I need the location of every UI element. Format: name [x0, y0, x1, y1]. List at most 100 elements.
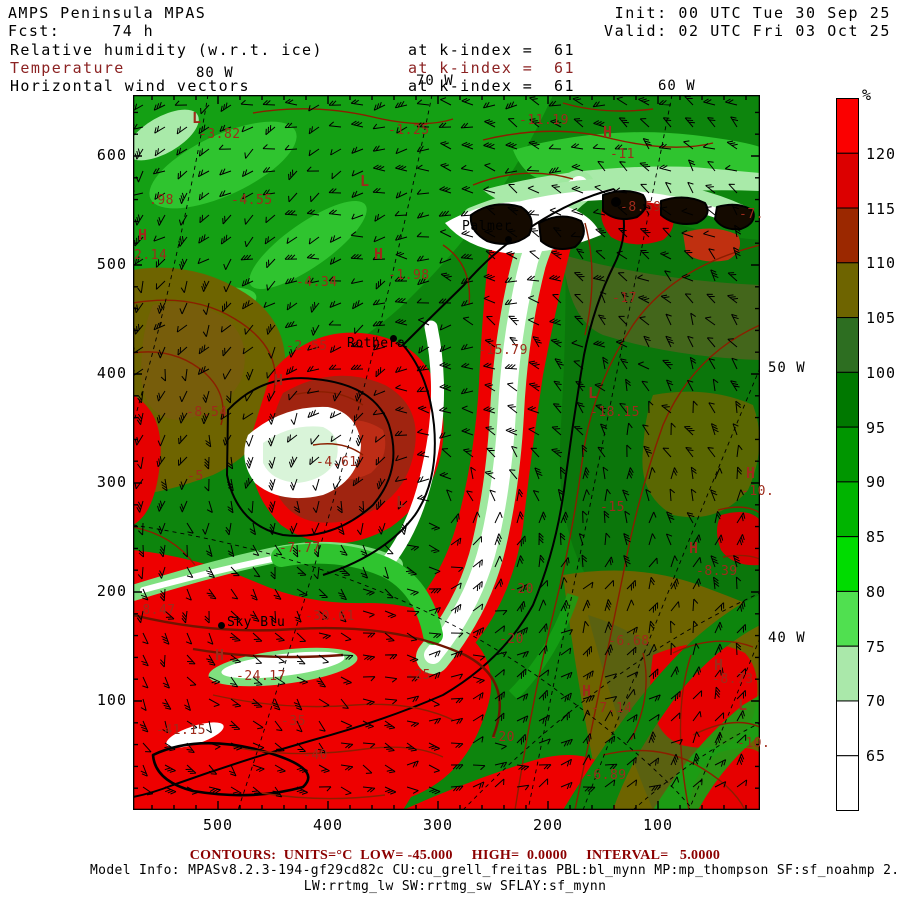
model-title: AMPS Peninsula MPAS [8, 4, 207, 22]
axis-ticks [133, 95, 760, 810]
wind-barbs [133, 95, 748, 798]
colorbar-tick-label: 75 [866, 637, 887, 656]
forecast-hour: Fcst: 74 h [8, 22, 155, 40]
colorbar-segment [836, 317, 859, 373]
temperature-contour-label: .98 [149, 193, 174, 208]
longitude-label-right: 40 W [768, 630, 806, 646]
x-axis-tick-label: 500 [202, 816, 234, 834]
temperature-contour-label: -11 [610, 147, 635, 162]
extrema-marker-H: H [274, 371, 284, 389]
temperature-contour-label: -15 [600, 500, 625, 515]
temperature-contours [133, 102, 760, 810]
colorbar-segment [836, 152, 859, 209]
colorbar-segment [836, 481, 859, 538]
colorbar-tick-label: 105 [866, 309, 897, 328]
colorbar-segment [836, 207, 859, 264]
colorbar-tick-label: 115 [866, 199, 897, 218]
colorbar-segment [836, 536, 859, 592]
temperature-contour-label: -7.77 [279, 541, 321, 556]
station-label-palmer: Palmer [462, 219, 512, 234]
temperature-contour-label: -5 [187, 469, 204, 484]
y-axis-tick-label: 100 [96, 691, 127, 709]
colorbar-tick-label: 95 [866, 418, 887, 437]
map-border [133, 95, 760, 810]
map-panel: L -3.82 -1.25 -11.19 H -11 -8.59 -7. L .98 -4.55 H 2… [133, 95, 774, 810]
temperature-contour-label: -10. [737, 736, 771, 751]
colorbar-segment [836, 371, 859, 428]
y-axis-tick-label: 200 [96, 582, 127, 600]
init-time: Init: 00 UTC Tue 30 Sep 25 [614, 4, 891, 22]
temperature-contour-label: -8.39 [696, 564, 738, 579]
temperature-contour-label: -4.55 [231, 193, 273, 208]
temperature-contour-label: -20 [499, 632, 524, 647]
x-axis-tick-label: 100 [642, 816, 674, 834]
x-axis-tick-label: 300 [422, 816, 454, 834]
x-axis-tick-label: 200 [532, 816, 564, 834]
temperature-contour-label: -7.14 [591, 701, 633, 716]
temperature-contour-label: -41.15 [156, 723, 206, 738]
colorbar-segment [836, 98, 859, 154]
level-label-rh: at k-index = 61 [408, 41, 575, 59]
y-axis-tick-label: 500 [96, 255, 127, 273]
temperature-contour-label: -1.25 [388, 123, 430, 138]
temperature-contour-label: -20 [509, 582, 534, 597]
colorbar-segment [836, 590, 859, 647]
colorbar-tick-label: 90 [866, 473, 887, 492]
temperature-contour-label: -1.98 [388, 268, 430, 283]
colorbar-tick-label: 120 [866, 144, 897, 163]
field-label-wind: Horizontal wind vectors [10, 77, 250, 95]
temperature-contour-label: -8.73 [712, 672, 754, 687]
field-label-rh: Relative humidity (w.r.t. ice) [10, 41, 323, 59]
colorbar-segment [836, 700, 859, 757]
temperature-contour-label: -11.19 [519, 113, 569, 128]
coastline [133, 188, 755, 798]
temperature-contour-label: -8.59 [620, 200, 662, 215]
colorbar-units-label: % [862, 86, 872, 104]
temperature-contour-label: -4.61 [316, 455, 358, 470]
extrema-marker-H: H [689, 539, 699, 557]
colorbar-tick-label: 65 [866, 747, 887, 766]
field-label-temperature: Temperature [10, 59, 125, 77]
x-axis-tick-label: 400 [312, 816, 344, 834]
extrema-marker-L: L [588, 384, 598, 402]
temperature-contour-label: -7. [739, 207, 764, 222]
extrema-marker-L: L [192, 109, 202, 127]
temperature-contour-label: -35 [281, 714, 306, 729]
temperature-contour-label: -8.47 [134, 603, 176, 618]
colorbar-tick-label: 80 [866, 582, 887, 601]
extrema-marker-H: H [374, 245, 384, 263]
model-info-line: Model Info: MPASv8.2.3-194-gf29cd82c CU:… [90, 863, 900, 878]
graticule-lines [133, 95, 760, 810]
extrema-marker-L: L [738, 696, 748, 714]
extrema-marker-H: H [746, 464, 756, 482]
temperature-contours-thick [133, 613, 501, 738]
temperature-contour-label: -6.89 [585, 768, 627, 783]
map-canvas [133, 95, 760, 810]
longitude-label-top: 70 W [416, 73, 454, 89]
colorbar-tick-label: 85 [866, 528, 887, 547]
extrema-marker-H: H [714, 656, 724, 674]
station-dot-palmer [505, 236, 512, 243]
colorbar-tick-label: 100 [866, 363, 897, 382]
valid-time: Valid: 02 UTC Fri 03 Oct 25 [603, 22, 891, 40]
station-label-sky-blu: Sky Blu [227, 615, 286, 630]
extrema-marker-H: H [138, 226, 148, 244]
temperature-contour-label: -2.55 [286, 339, 328, 354]
colorbar-tick-label: 70 [866, 692, 887, 711]
temperature-contour-label: -6.68 [608, 634, 650, 649]
y-axis-tick-label: 300 [96, 473, 127, 491]
longitude-label-top: 60 W [658, 78, 696, 94]
physics-info-line: LW:rrtmg_lw SW:rrtmg_sw SFLAY:sf_mynn [303, 879, 607, 894]
longitude-label-right: 50 W [768, 360, 806, 376]
station-label-rothera: Rothera [347, 336, 406, 351]
colorbar-segment [836, 426, 859, 483]
level-label-wind: at k-index = 61 [408, 77, 575, 95]
colorbar-segment [836, 755, 859, 812]
colorbar-tick-label: 110 [866, 254, 897, 273]
extrema-marker-H: H [215, 646, 225, 664]
temperature-contour-label: -24.17 [236, 669, 286, 684]
y-axis-tick-label: 400 [96, 364, 127, 382]
temperature-contour-label: 2.14 [134, 248, 168, 263]
y-axis-tick-label: 600 [96, 146, 127, 164]
extrema-marker-H: H [582, 682, 592, 700]
